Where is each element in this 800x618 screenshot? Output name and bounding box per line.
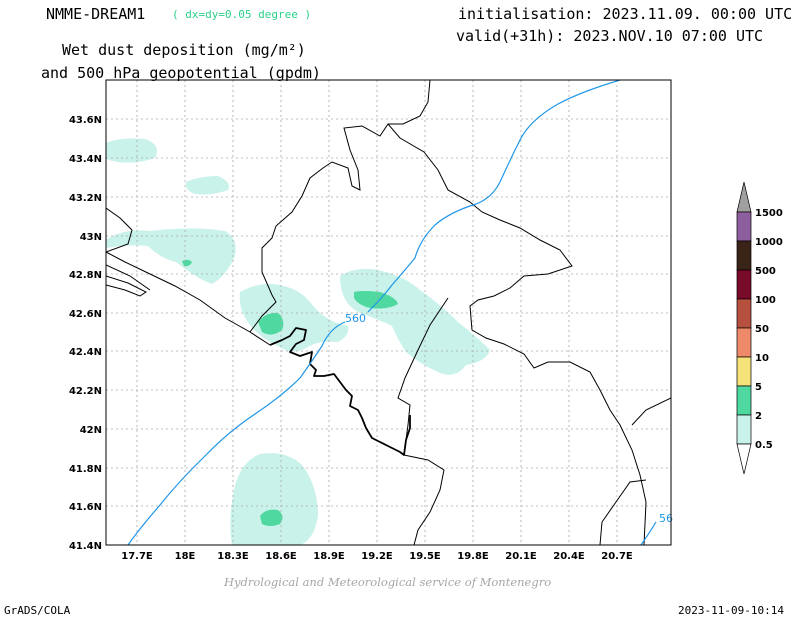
legend-label: 100 [755, 295, 776, 306]
product-subtitle: and 500 hPa geopotential (gpdm) [41, 64, 321, 82]
legend-swatch [736, 327, 752, 358]
legend-label: 500 [755, 266, 776, 277]
lat-label: 42.4N [69, 347, 102, 358]
legend-label: 1000 [755, 237, 783, 248]
graticule [106, 80, 671, 545]
legend-swatch [736, 240, 752, 271]
lon-label: 19.2E [361, 551, 393, 562]
contour-label-560: 560 [345, 312, 366, 325]
lon-label: 20.7E [601, 551, 633, 562]
legend-swatch [736, 298, 752, 329]
legend-swatch-top [736, 181, 752, 213]
model-title: NMME-DREAM1 [46, 5, 146, 23]
latitude-labels: 43.6N 43.4N 43.2N 43N 42.8N 42.6N 42.4N … [69, 115, 102, 552]
lat-label: 41.4N [69, 541, 102, 552]
coastline [269, 327, 411, 456]
country-borders [106, 80, 671, 545]
longitude-labels: 17.7E 18E 18.3E 18.6E 18.9E 19.2E 19.5E … [121, 551, 633, 562]
legend-swatch [736, 385, 752, 416]
legend-swatch [736, 269, 752, 300]
plot-frame [105, 79, 672, 546]
legend-label: 5 [755, 382, 762, 393]
lat-label: 43.4N [69, 154, 102, 165]
legend-label: 0.5 [755, 440, 773, 451]
lat-label: 43.2N [69, 193, 102, 204]
product-title: Wet dust deposition (mg/m²) [62, 41, 306, 59]
colorbar-legend [736, 181, 752, 475]
legend-label: 1500 [755, 208, 783, 219]
dust-area-light [106, 138, 490, 545]
lon-label: 18.3E [217, 551, 249, 562]
legend-label: 10 [755, 353, 769, 364]
lon-label: 19.8E [457, 551, 489, 562]
lon-label: 18.6E [265, 551, 297, 562]
lon-label: 20.4E [553, 551, 585, 562]
lat-label: 42N [80, 425, 102, 436]
lon-label: 19.5E [409, 551, 441, 562]
valid-time: valid(+31h): 2023.NOV.10 07:00 UTC [456, 27, 764, 45]
contour-label-56: 56 [659, 512, 673, 525]
lon-label: 20.1E [505, 551, 537, 562]
lon-label: 18E [175, 551, 196, 562]
lat-label: 43.6N [69, 115, 102, 126]
credit-line: Hydrological and Meteorological service … [224, 575, 552, 589]
legend-swatch [736, 356, 752, 387]
lat-label: 43N [80, 232, 102, 243]
dust-area-medium [182, 259, 398, 526]
timestamp-label: 2023-11-09-10:14 [678, 604, 784, 617]
software-label: GrADS/COLA [4, 604, 71, 617]
legend-label: 50 [755, 324, 769, 335]
legend-label: 2 [755, 411, 762, 422]
lon-label: 18.9E [313, 551, 345, 562]
lat-label: 42.6N [69, 309, 102, 320]
lat-label: 42.8N [69, 270, 102, 281]
lon-label: 17.7E [121, 551, 153, 562]
lat-label: 41.8N [69, 464, 102, 475]
resolution-note: ( dx=dy=0.05 degree ) [172, 8, 312, 21]
legend-swatch [736, 414, 752, 445]
initialisation-time: initialisation: 2023.11.09. 00:00 UTC [458, 5, 793, 23]
lat-label: 41.6N [69, 502, 102, 513]
legend-labels: 1500 1000 500 100 50 10 5 2 0.5 [755, 208, 783, 451]
map-plot-area [106, 80, 671, 545]
legend-swatch [736, 211, 752, 242]
legend-swatch-bottom [736, 443, 752, 475]
lat-label: 42.2N [69, 386, 102, 397]
geopotential-contours [127, 80, 657, 545]
